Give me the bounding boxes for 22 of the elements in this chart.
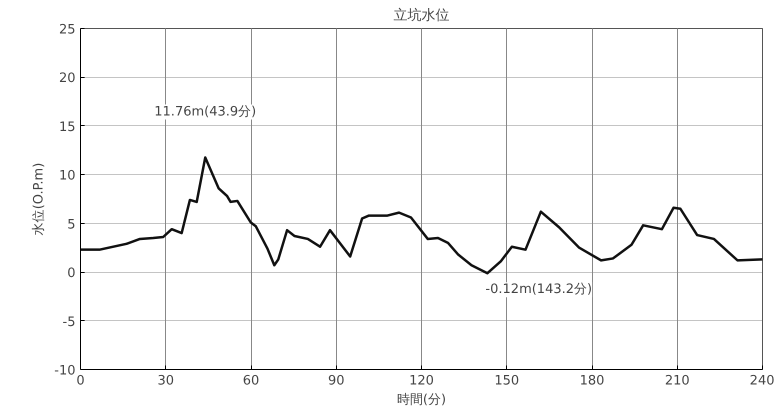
y-tick-label: 20 — [58, 71, 76, 86]
x-tick-label: 210 — [664, 374, 690, 388]
y-tick-label: 25 — [58, 22, 76, 38]
x-tick-label: 60 — [242, 374, 260, 388]
y-axis-title: 水位(O.P.m) — [31, 162, 46, 236]
y-tick-label: -5 — [62, 314, 76, 330]
x-tick-label: 180 — [580, 374, 604, 388]
annotation: 11.76m(43.9分) — [154, 104, 256, 120]
y-tick-label: 0 — [67, 266, 76, 282]
line-series — [80, 156, 762, 274]
chart-title: 立坑水位 — [394, 8, 450, 24]
x-tick-label: 150 — [494, 374, 520, 388]
x-tick-label: 30 — [157, 374, 174, 388]
x-axis-title: 時間(分) — [396, 392, 446, 408]
x-tick-label: 240 — [750, 374, 774, 388]
y-tick-label: 15 — [58, 120, 76, 135]
y-tick-label: 5 — [67, 217, 76, 232]
y-tick-label: -10 — [54, 364, 76, 378]
x-tick-label: 90 — [328, 374, 345, 388]
annotation: -0.12m(143.2分) — [485, 282, 592, 298]
y-tick-label: 10 — [58, 168, 76, 184]
x-tick-label: 120 — [409, 374, 434, 388]
